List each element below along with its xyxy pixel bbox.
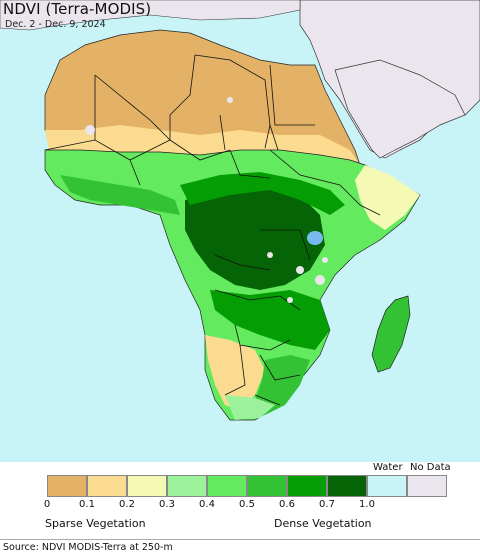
legend-swatch-2: [127, 475, 167, 497]
map-date-range: Dec. 2 - Dec. 9, 2024: [5, 19, 106, 30]
legend-tick-5: 0.5: [239, 499, 255, 510]
horn-of-africa-sparse: [355, 165, 420, 230]
congo-basin-dense-forest: [185, 185, 325, 290]
madagascar-island: [371, 295, 411, 373]
arabian-peninsula-nodata: [334, 59, 466, 159]
south-africa-light-green: [225, 395, 275, 420]
legend-tick-6: 0.6: [279, 499, 295, 510]
legend-swatch-0: [47, 475, 87, 497]
map-title: NDVI (Terra-MODIS): [3, 0, 152, 18]
legend-swatch-7: [327, 475, 367, 497]
country-borders: [44, 54, 381, 406]
legend-water-label: Water: [373, 462, 403, 473]
ndvi-map: NDVI (Terra-MODIS) Dec. 2 - Dec. 9, 2024: [0, 0, 480, 462]
legend-nodata-label: No Data: [410, 462, 451, 473]
dense-vegetation-caption: Dense Vegetation: [274, 517, 372, 530]
lake-victoria: [307, 231, 323, 245]
west-africa-green-belt: [44, 149, 421, 421]
guinea-coast-dense-vegetation: [60, 175, 180, 215]
legend-tick-7: 0.7: [319, 499, 335, 510]
legend-tick-8: 1.0: [359, 499, 375, 510]
legend-swatch-3: [167, 475, 207, 497]
legend-tick-1: 0.1: [79, 499, 95, 510]
legend-tick-0: 0: [43, 499, 51, 510]
legend-nodata-swatch: [407, 475, 447, 497]
kalahari-namib-sparse: [205, 335, 265, 410]
central-africa-medium-green: [180, 172, 345, 215]
source-note: Source: NDVI MODIS-Terra at 250-m: [0, 539, 480, 555]
nodata-speckles: [85, 97, 328, 303]
africa-ndvi-map-graphic: [0, 0, 480, 421]
legend-swatch-5: [247, 475, 287, 497]
europe-fragment-nodata: [0, 0, 301, 31]
southern-africa-dense-green: [210, 290, 330, 350]
legend-swatch-1: [87, 475, 127, 497]
legend-water-swatch: [367, 475, 407, 497]
legend-swatch-4: [207, 475, 247, 497]
legend-tick-4: 0.4: [199, 499, 215, 510]
legend-tick-3: 0.3: [159, 499, 175, 510]
legend-tick-2: 0.2: [119, 499, 135, 510]
legend-swatch-6: [287, 475, 327, 497]
sparse-vegetation-caption: Sparse Vegetation: [45, 517, 146, 530]
